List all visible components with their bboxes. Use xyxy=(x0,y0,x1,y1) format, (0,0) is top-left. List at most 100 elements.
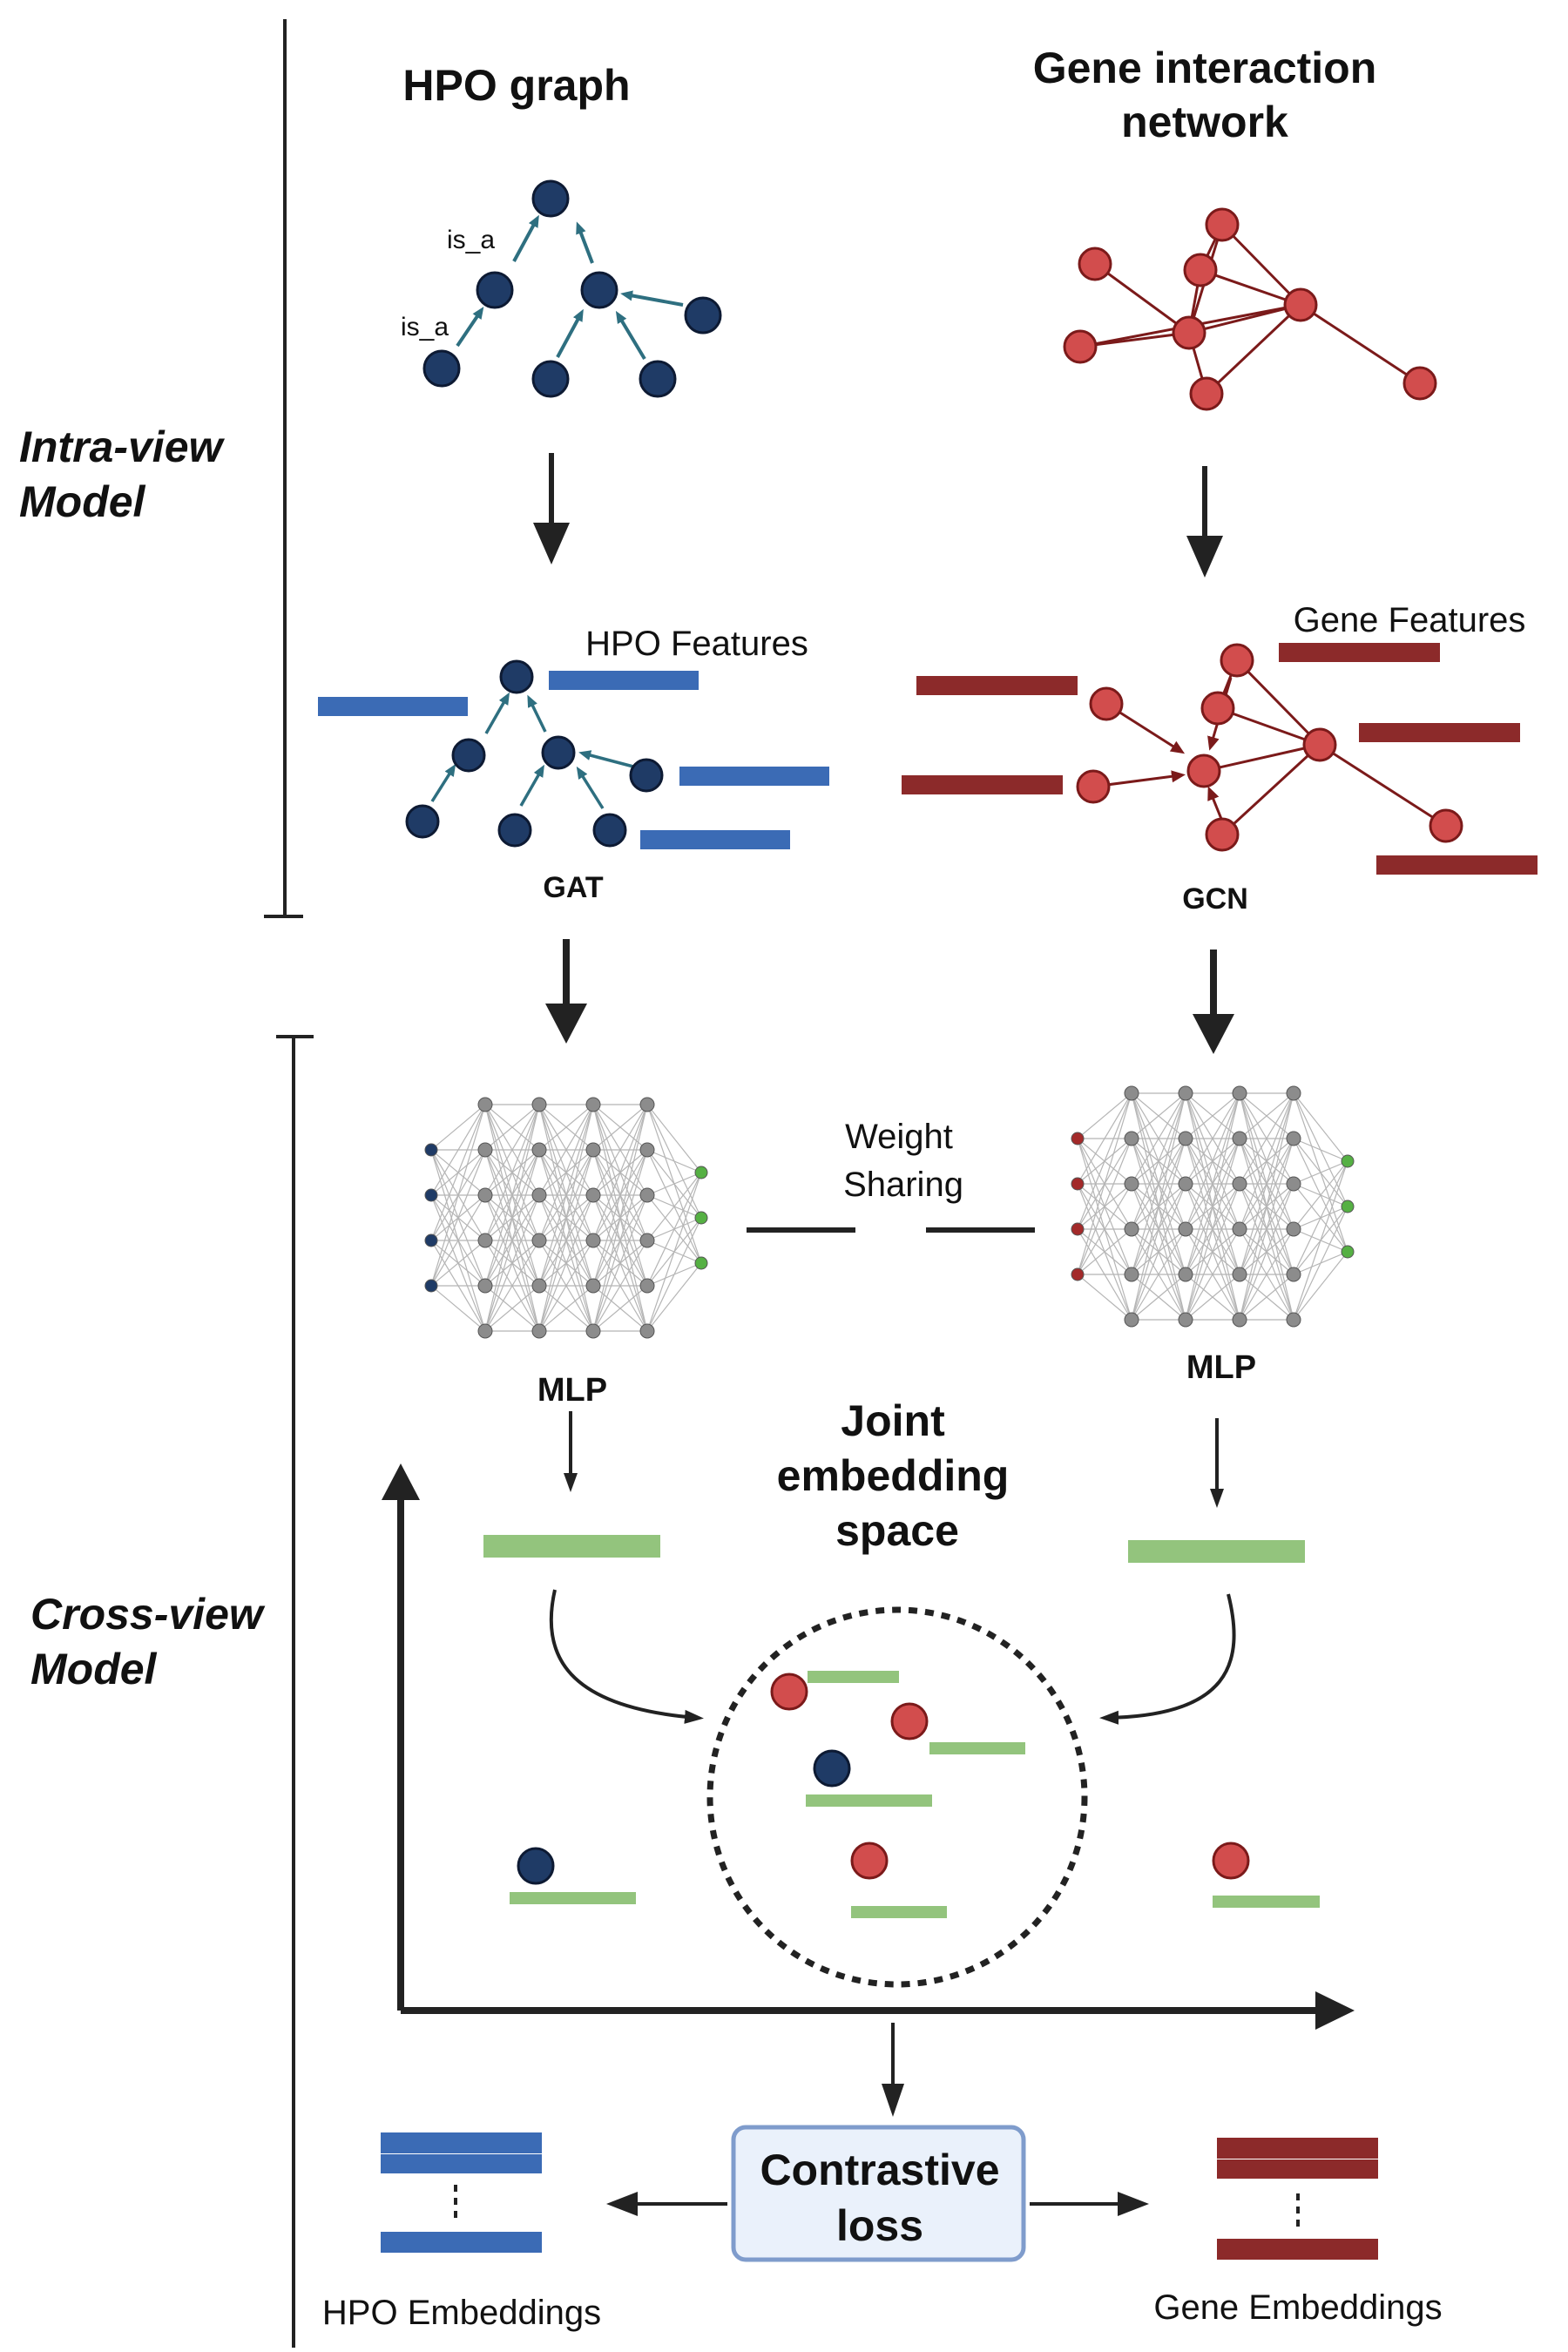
hpo-node xyxy=(639,360,677,398)
mlp-connection xyxy=(1185,1228,1240,1321)
gcn-edge xyxy=(1203,743,1321,773)
hpo-node xyxy=(684,296,722,335)
mlp-connection xyxy=(1131,1228,1186,1321)
mlp-neuron xyxy=(531,1323,547,1339)
gcn-node xyxy=(1205,817,1240,852)
gcn-node xyxy=(1089,686,1124,721)
gene-feature-bar xyxy=(902,775,1063,794)
mlp-neuron xyxy=(477,1233,493,1248)
hpo-node xyxy=(422,349,461,388)
embedding-bar xyxy=(1213,1896,1320,1908)
mlp-connection xyxy=(430,1104,486,1241)
mlp-connection xyxy=(538,1194,594,1332)
mlp-neuron xyxy=(477,1278,493,1294)
mlp-neuron xyxy=(1286,1267,1301,1282)
mlp-connection xyxy=(1185,1092,1240,1139)
gene-point xyxy=(850,1842,889,1880)
mlp-neuron xyxy=(694,1211,708,1225)
mlp-neuron xyxy=(639,1097,655,1112)
gene-edge xyxy=(1300,303,1421,385)
joint-space-label-line2: embedding xyxy=(777,1451,1010,1500)
mlp-connection xyxy=(1077,1228,1132,1275)
gene-node xyxy=(1078,247,1112,281)
hpo-mlp-label: MLP xyxy=(537,1372,607,1409)
mlp-neuron xyxy=(694,1166,708,1179)
mlp-connection xyxy=(484,1149,540,1332)
gene-edge xyxy=(1205,303,1302,395)
mlp-neuron xyxy=(1124,1312,1139,1328)
mlp-connection xyxy=(592,1285,648,1332)
mlp-connection xyxy=(1131,1092,1186,1230)
mlp-connection xyxy=(592,1104,648,1332)
mlp-connection xyxy=(538,1104,594,1287)
mlp-neuron xyxy=(1232,1131,1247,1146)
gene-node xyxy=(1189,376,1224,411)
embedding-bar xyxy=(851,1906,947,1918)
mlp-connection xyxy=(646,1172,702,1196)
mlp-neuron xyxy=(639,1323,655,1339)
gene-to-space-arrow xyxy=(1099,1593,1236,1725)
mlp-neuron xyxy=(1124,1085,1139,1101)
contrastive-loss-box xyxy=(731,2125,1026,2262)
mlp-connection xyxy=(1239,1092,1294,1275)
gcn-edge xyxy=(1220,743,1321,836)
mlp-connection xyxy=(484,1104,540,1332)
contrastive-loss-label-line1: Contrastive xyxy=(760,2146,999,2194)
weight-sharing-label-line2: Sharing xyxy=(843,1166,963,1204)
mlp-neuron xyxy=(585,1323,601,1339)
mlp-connection xyxy=(646,1217,702,1332)
mlp-neuron xyxy=(531,1187,547,1203)
gcn-graph xyxy=(1076,643,1463,852)
gene-node xyxy=(1063,329,1098,364)
mlp-connection xyxy=(1293,1160,1348,1230)
mlp-connection xyxy=(1293,1251,1348,1321)
mlp-connection xyxy=(1131,1138,1186,1321)
gat-node xyxy=(497,813,532,848)
gene-mlp-output-bar xyxy=(1128,1540,1305,1563)
mlp-connection xyxy=(538,1149,594,1332)
hpo-to-space-arrow xyxy=(549,1589,704,1724)
mlp-connection xyxy=(1185,1274,1240,1321)
contrastive-loss-label-line2: loss xyxy=(836,2201,923,2250)
mlp-neuron xyxy=(1071,1222,1085,1236)
mlp-connection xyxy=(538,1104,594,1241)
gene-point xyxy=(890,1702,929,1740)
mlp-connection xyxy=(1185,1092,1240,1185)
mlp-connection xyxy=(1131,1092,1186,1275)
hpo-graph-nodes xyxy=(422,179,722,398)
mlp-connection xyxy=(430,1149,486,1287)
gene-edge xyxy=(1188,303,1301,335)
mlp-neuron xyxy=(1286,1131,1301,1146)
gene-node xyxy=(1183,253,1218,287)
mlp-connection xyxy=(430,1104,486,1196)
mlp-connection xyxy=(1239,1138,1294,1321)
space-to-loss-arrow xyxy=(882,2023,904,2117)
gene-network-title-line1: Gene interaction xyxy=(1033,44,1377,92)
mlp-connection xyxy=(1239,1183,1294,1321)
hpo-feature-bar xyxy=(640,830,790,849)
gcn-node xyxy=(1220,643,1254,678)
gene-embedding-stack xyxy=(1217,2138,1378,2260)
gat-node xyxy=(592,813,627,848)
gene-edge xyxy=(1094,262,1190,335)
mlp-connection xyxy=(1239,1092,1294,1139)
mlp-connection xyxy=(430,1240,486,1287)
gat-node xyxy=(405,804,440,839)
gene-feature-bar xyxy=(1279,643,1440,662)
gene-node xyxy=(1205,207,1240,242)
mlp-neuron xyxy=(1232,1085,1247,1101)
mlp-connection xyxy=(646,1172,702,1287)
gat-label: GAT xyxy=(543,871,603,904)
hpo-node xyxy=(476,271,514,309)
mlp-connection xyxy=(1293,1160,1348,1185)
mlp-connection xyxy=(1185,1092,1240,1275)
mlp-connection xyxy=(646,1149,702,1173)
mlp-neuron xyxy=(639,1142,655,1158)
gene-point xyxy=(770,1673,808,1711)
mlp-connection xyxy=(592,1104,648,1287)
hpo-node xyxy=(580,271,618,309)
mlp-neuron xyxy=(1124,1221,1139,1237)
mlp-connection xyxy=(1131,1274,1186,1321)
mlp-connection xyxy=(646,1262,702,1332)
mlp-connection xyxy=(1239,1092,1294,1230)
